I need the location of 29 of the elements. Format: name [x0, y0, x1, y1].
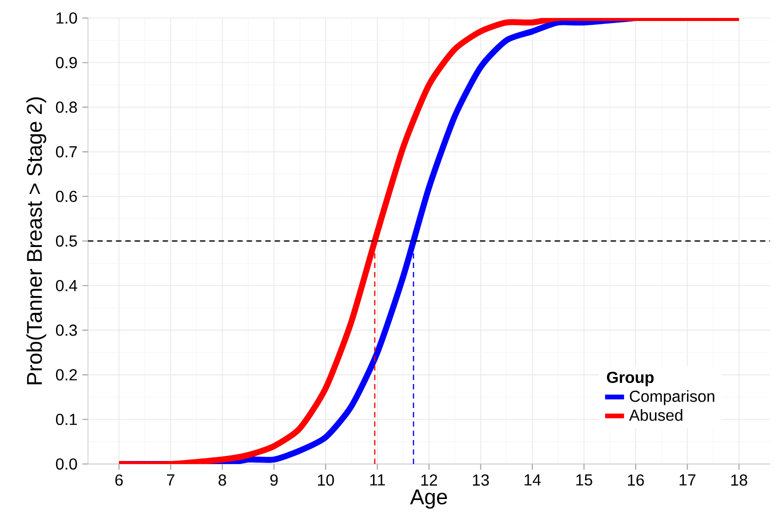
legend-label: Abused: [629, 409, 682, 421]
y-tick-label: 0.1: [56, 414, 77, 426]
x-tick-label: 7: [167, 474, 174, 486]
y-tick-label: 0.2: [56, 369, 77, 380]
y-tick-label: 0.5: [56, 235, 77, 247]
x-tick-label: 13: [472, 474, 489, 486]
x-tick-label: 15: [576, 474, 592, 486]
legend-label: Comparison: [630, 390, 714, 406]
x-axis-title: Age: [410, 490, 448, 509]
y-axis-title: Prob(Tanner Breast > Stage 2): [26, 97, 46, 384]
legend-title: Group: [606, 372, 654, 386]
x-tick-label: 16: [628, 474, 644, 486]
y-tick-label: 0.6: [56, 190, 77, 202]
y-tick-label: 0.7: [56, 146, 77, 158]
x-tick-label: 18: [731, 474, 748, 486]
x-tick-label: 11: [370, 474, 385, 486]
x-tick-label: 8: [218, 474, 226, 486]
x-tick-label: 9: [270, 474, 278, 486]
x-tick-label: 17: [680, 474, 696, 486]
y-tick-label: 0.4: [56, 280, 78, 292]
x-tick-label: 12: [421, 474, 438, 486]
y-tick-label: 0.3: [56, 324, 77, 336]
x-tick-label: 10: [318, 474, 334, 486]
y-tick-label: 1.0: [56, 12, 77, 24]
y-tick-label: 0.9: [56, 56, 77, 68]
y-tick-label: 0.8: [56, 102, 77, 113]
x-tick-label: 6: [115, 474, 123, 486]
x-tick-label: 14: [524, 474, 541, 486]
y-tick-label: 0.0: [56, 458, 77, 470]
